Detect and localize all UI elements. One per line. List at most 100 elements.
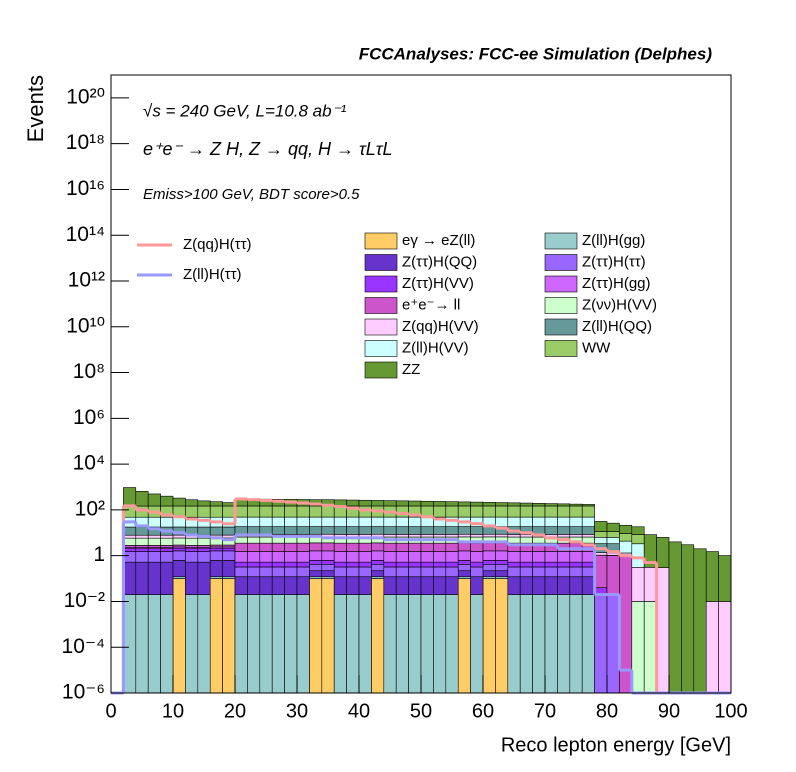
legend-label: WW xyxy=(582,339,611,356)
histogram-bar xyxy=(209,547,223,552)
histogram-bar xyxy=(371,500,385,507)
histogram-bar xyxy=(234,594,248,694)
histogram-bar xyxy=(135,534,149,539)
x-tick-label: 60 xyxy=(472,700,494,722)
histogram-bar xyxy=(408,516,422,527)
histogram-bar xyxy=(408,500,422,507)
histogram-bar xyxy=(271,526,285,535)
histogram-bar xyxy=(172,537,186,546)
histogram-bar xyxy=(581,566,595,578)
histogram-bar xyxy=(371,578,385,694)
histogram-bar xyxy=(457,505,471,518)
y-tick-label: 1 xyxy=(93,543,105,566)
histogram-bar xyxy=(507,534,521,538)
histogram-bar xyxy=(321,550,335,561)
histogram-bar xyxy=(557,561,571,568)
histogram-bar xyxy=(147,516,161,528)
histogram-bar xyxy=(271,561,285,568)
histogram-bar xyxy=(569,526,583,535)
legend-swatch xyxy=(544,340,578,357)
histogram-bar xyxy=(445,534,459,538)
histogram-bar xyxy=(544,576,558,595)
chart-title: FCCAnalyses: FCC-ee Simulation (Delphes) xyxy=(359,44,713,63)
histogram-bar xyxy=(321,563,335,572)
histogram-bar xyxy=(519,505,533,518)
histogram-bar xyxy=(557,505,571,518)
histogram-bar xyxy=(284,594,298,694)
x-tick-label: 10 xyxy=(162,700,184,722)
histogram-bar xyxy=(470,516,484,527)
histogram-bar xyxy=(346,594,360,694)
histogram-bar xyxy=(457,542,471,552)
histogram-bar xyxy=(445,505,459,518)
histogram-bar xyxy=(147,493,161,507)
histogram-bar xyxy=(371,570,385,578)
histogram-bar xyxy=(457,560,471,565)
histogram-bar xyxy=(569,503,583,507)
histogram-bar xyxy=(594,531,608,538)
histogram-bar xyxy=(185,537,199,546)
histogram-bar xyxy=(532,536,546,544)
x-tick-label: 30 xyxy=(286,700,308,722)
histogram-bar xyxy=(247,551,261,563)
histogram-bar xyxy=(482,542,496,552)
histogram-bar xyxy=(445,594,459,694)
legend-label: ZZ xyxy=(402,361,420,378)
annotation: e⁺e⁻ → Z H, Z → qq, H → τLτL xyxy=(143,139,393,159)
histogram-bar xyxy=(705,551,719,602)
histogram-bar xyxy=(519,536,533,544)
histogram-bar xyxy=(284,566,298,578)
legend-swatch xyxy=(544,318,578,336)
histogram-bar xyxy=(321,542,335,552)
histogram-bar xyxy=(395,505,409,518)
histogram-bar xyxy=(656,567,670,694)
histogram-bar xyxy=(247,526,261,535)
histogram-bar xyxy=(234,516,248,527)
histogram-bar xyxy=(271,551,285,563)
histogram-bar xyxy=(247,516,261,527)
histogram-bar xyxy=(209,526,223,536)
histogram-bar xyxy=(631,526,645,535)
histogram-bar xyxy=(581,594,595,694)
histogram-bar xyxy=(346,542,360,552)
histogram-bar xyxy=(433,505,447,518)
histogram-bar xyxy=(358,576,372,595)
histogram-bar xyxy=(383,576,397,595)
histogram-bar xyxy=(631,543,645,568)
histogram-bar xyxy=(544,594,558,694)
histogram-bar xyxy=(197,505,211,518)
histogram-bar xyxy=(284,536,298,544)
legend-swatch xyxy=(544,254,578,271)
histogram-bar xyxy=(247,576,261,595)
y-tick-label: 10⁶ xyxy=(73,406,105,429)
histogram-bar xyxy=(470,566,484,578)
histogram-bar xyxy=(569,551,583,563)
histogram-bar xyxy=(408,561,422,568)
histogram-bar xyxy=(470,526,484,535)
histogram-bar xyxy=(333,566,347,578)
histogram-bar xyxy=(532,551,546,563)
histogram-bar xyxy=(147,594,161,694)
histogram-bar xyxy=(383,500,397,507)
histogram-bar xyxy=(470,551,484,563)
legend-swatch xyxy=(364,232,398,250)
histogram-bar xyxy=(594,554,608,588)
histogram-bar xyxy=(135,551,149,563)
histogram-bar xyxy=(284,551,298,563)
histogram-bar xyxy=(433,551,447,563)
histogram-bar xyxy=(222,505,236,518)
histogram-bar xyxy=(358,551,372,563)
histogram-bar xyxy=(284,542,298,552)
histogram-bar xyxy=(457,550,471,561)
y-tick-label: 10⁻⁶ xyxy=(62,681,105,704)
histogram-bar xyxy=(222,516,236,528)
histogram-bar xyxy=(160,537,174,546)
histogram-bar xyxy=(123,505,137,518)
histogram-bar xyxy=(606,537,620,545)
histogram-bar xyxy=(209,578,223,694)
histogram-bar xyxy=(619,555,633,694)
histogram-bar xyxy=(569,594,583,694)
histogram-bar xyxy=(482,526,496,535)
histogram-bar xyxy=(668,541,682,694)
